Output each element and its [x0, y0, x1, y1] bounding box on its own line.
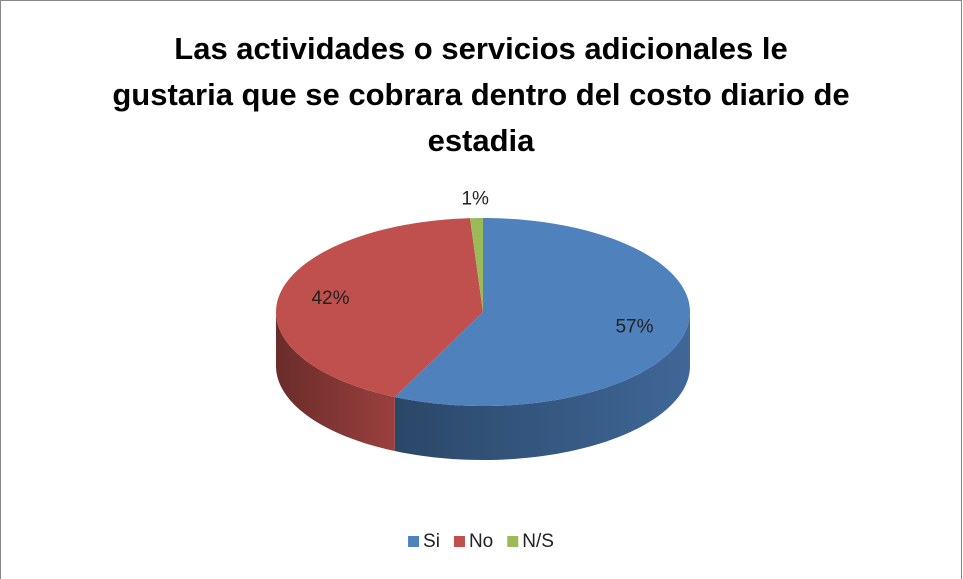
legend-label: Si	[423, 531, 440, 552]
legend-swatch	[408, 536, 420, 547]
slice	[470, 218, 483, 312]
legend: Si No N/S	[408, 531, 554, 552]
legend-swatch	[507, 536, 519, 547]
data-label: 42%	[311, 288, 349, 309]
slice-side	[276, 312, 395, 452]
legend-label: No	[469, 531, 493, 552]
legend-label: N/S	[522, 531, 554, 552]
data-label: 1%	[461, 188, 489, 209]
slice	[276, 218, 483, 398]
slice-side	[394, 312, 690, 460]
slice	[394, 218, 690, 406]
legend-swatch	[453, 536, 465, 547]
data-label: 57%	[615, 316, 653, 337]
chart-title: Las actividades o servicios adicionales …	[112, 31, 850, 158]
